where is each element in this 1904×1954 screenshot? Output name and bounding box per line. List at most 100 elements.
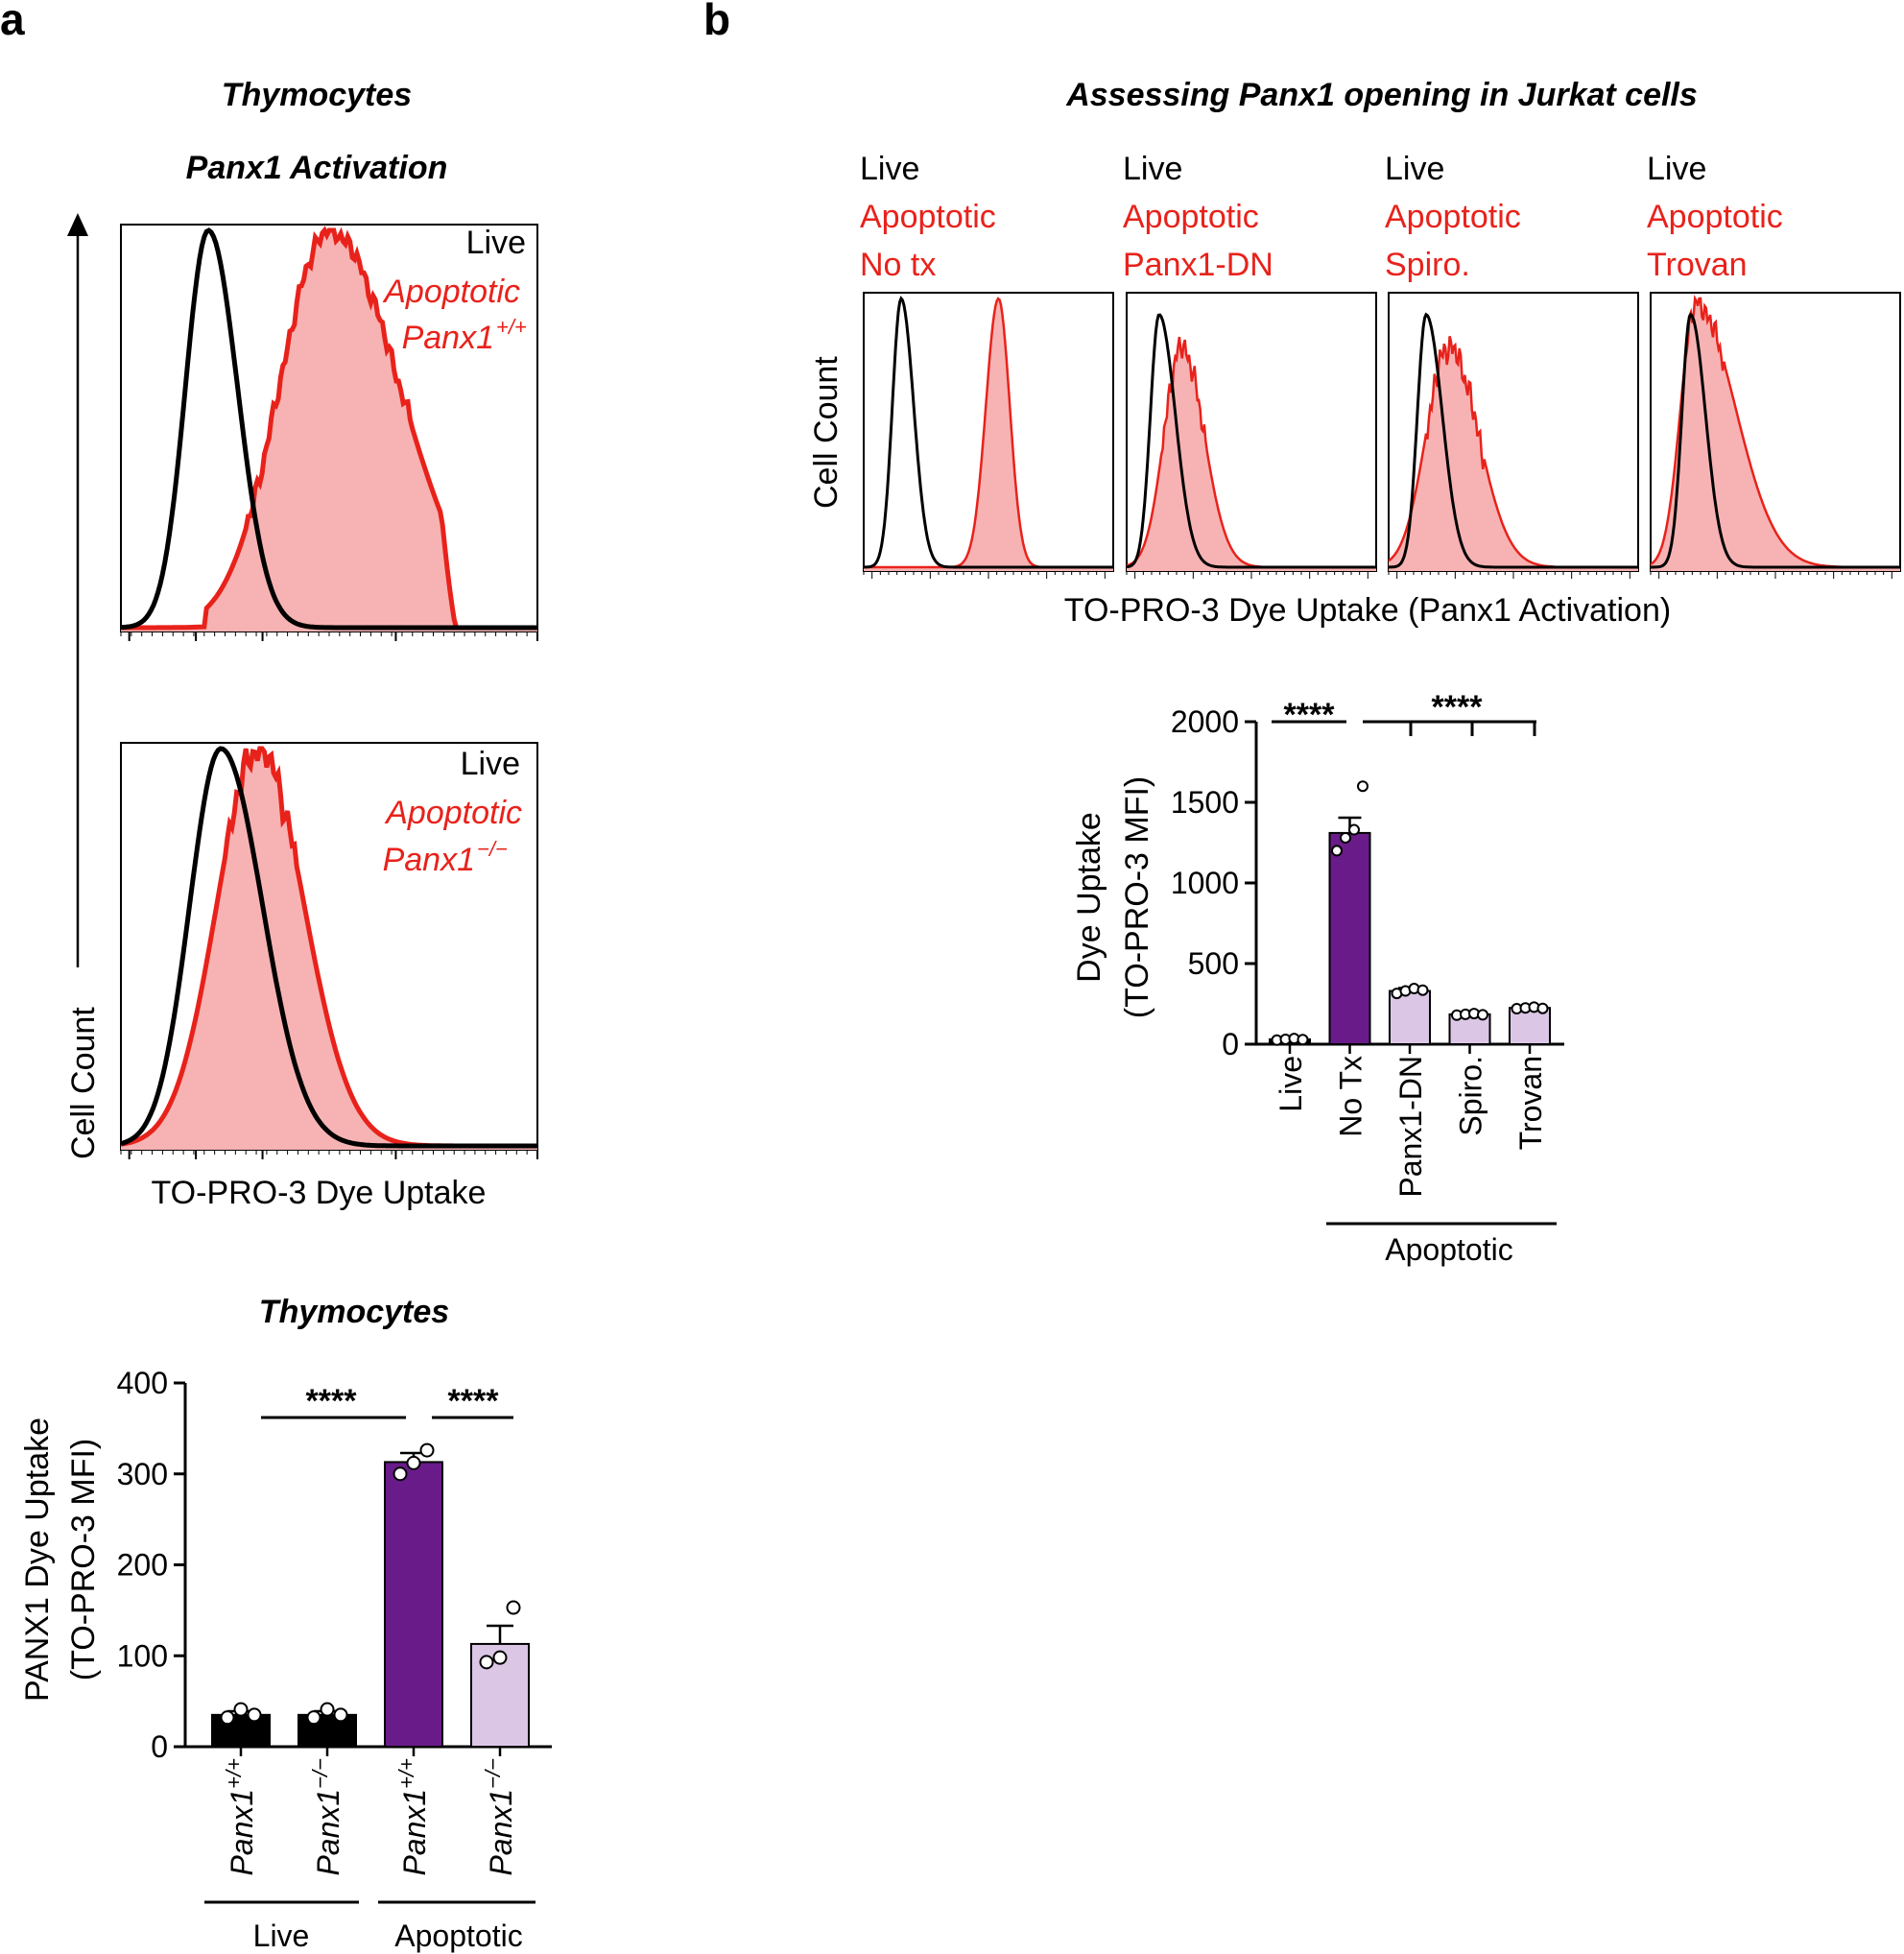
- jurkat-y-axis-label-1: Dye Uptake: [1071, 812, 1107, 983]
- data-point: [492, 1650, 508, 1665]
- data-point: [1357, 780, 1368, 793]
- y-tick-label: 500: [1188, 946, 1239, 981]
- group-label-apoptotic: Apoptotic: [1385, 1232, 1512, 1267]
- hist1-genotype-sup: +/+: [496, 315, 527, 339]
- significance-label-2: ****: [448, 1383, 500, 1419]
- y-tick-label: 300: [117, 1457, 168, 1491]
- panel-a-title: Thymocytes: [222, 77, 412, 113]
- data-point: [506, 1600, 521, 1615]
- hist2-genotype-sup: −/−: [477, 837, 508, 861]
- data-point: [320, 1702, 335, 1717]
- data-point: [1348, 823, 1360, 836]
- panel-a-histogram-1: Live Apoptotic Panx1 +/+: [120, 224, 538, 632]
- data-point: [406, 1455, 421, 1470]
- x-category-label-1: Panx1−/−: [308, 1758, 345, 1876]
- x-category-label-1: No Tx: [1334, 1056, 1368, 1137]
- hist1-x-ticks: [120, 631, 538, 641]
- x-category-label-2: Panx1-DN: [1393, 1056, 1428, 1198]
- group-label-apoptotic: Apoptotic: [394, 1918, 522, 1953]
- panel-a-y-axis-label: Cell Count: [65, 1007, 102, 1159]
- panel-b-title: Assessing Panx1 opening in Jurkat cells: [1065, 77, 1698, 113]
- bar-1: [1328, 831, 1371, 1045]
- y-tick-label: 200: [117, 1548, 168, 1583]
- group-label-live: Live: [253, 1918, 310, 1953]
- significance-label-1: ****: [1284, 697, 1336, 733]
- data-point: [419, 1442, 435, 1458]
- significance-label-1: ****: [306, 1383, 358, 1419]
- x-category-label-3: Panx1−/−: [481, 1758, 518, 1876]
- live-distribution-line: [1651, 312, 1900, 569]
- data-point: [1331, 845, 1343, 857]
- panel-letter-b: b: [703, 0, 730, 44]
- histogram-live-label: Live: [1385, 151, 1444, 187]
- hist1-apoptotic-label: Apoptotic: [382, 274, 520, 310]
- y-tick-label: 100: [117, 1638, 168, 1673]
- jurkat-bar-chart: 0 500 1000 1500 2000 Live No Tx Panx1-DN Spiro. T…: [1171, 689, 1564, 1267]
- data-point: [393, 1466, 408, 1482]
- thymocyte-chart-title: Thymocytes: [259, 1294, 449, 1330]
- histogram-apoptotic-label: Apoptotic: [1647, 199, 1783, 235]
- data-point: [220, 1710, 235, 1726]
- apoptotic-distribution-fill: [121, 230, 537, 631]
- hist2-apoptotic-label: Apoptotic: [384, 795, 522, 831]
- y-tick-label: 0: [151, 1729, 168, 1764]
- y-tick-label: 1500: [1171, 785, 1239, 820]
- apoptotic-distribution-fill: [1389, 336, 1638, 571]
- jurkat-histogram-3: Live Apoptotic Spiro.: [1385, 151, 1639, 579]
- panel-a-subtitle: Panx1 Activation: [186, 150, 448, 186]
- apoptotic-distribution-fill: [864, 298, 1113, 571]
- data-point: [1340, 831, 1351, 844]
- histogram-condition-label: Spiro.: [1385, 247, 1470, 283]
- data-point: [306, 1710, 321, 1726]
- apoptotic-distribution-fill: [1127, 337, 1376, 571]
- hist1-live-label: Live: [466, 225, 526, 261]
- live-distribution-line: [863, 296, 1113, 569]
- histogram-condition-label: Trovan: [1647, 247, 1748, 283]
- data-point: [247, 1707, 262, 1723]
- y-tick-label: 1000: [1171, 866, 1239, 900]
- hist2-x-ticks: [120, 1150, 538, 1159]
- panel-a-y-arrow: [67, 213, 88, 967]
- live-distribution-line: [120, 227, 537, 631]
- data-point: [1536, 1002, 1549, 1014]
- histogram-apoptotic-label: Apoptotic: [860, 199, 996, 235]
- data-point: [333, 1707, 348, 1723]
- histogram-live-label: Live: [860, 151, 919, 187]
- x-category-label-2: Panx1+/+: [394, 1758, 432, 1876]
- panel-a-x-axis-label: TO-PRO-3 Dye Uptake: [152, 1175, 487, 1211]
- thymocyte-y-axis-label-1: PANX1 Dye Uptake: [19, 1418, 56, 1702]
- y-tick-label: 0: [1222, 1027, 1239, 1061]
- panel-b-x-axis-label: TO-PRO-3 Dye Uptake (Panx1 Activation): [1064, 592, 1671, 629]
- data-point: [1477, 1009, 1488, 1021]
- thymocyte-bar-chart: 0 100 200 300 400 Panx1+/+ Panx1−/− Panx1+/+ Pan…: [117, 1366, 552, 1953]
- panel-a-histogram-2: Live Apoptotic Panx1 −/−: [120, 742, 538, 1151]
- apoptotic-distribution-fill: [1651, 298, 1900, 571]
- jurkat-y-axis-label-2: (TO-PRO-3 MFI): [1119, 776, 1155, 1018]
- histogram-condition-label: Panx1-DN: [1123, 247, 1273, 283]
- jurkat-histogram-4: Live Apoptotic Trovan: [1647, 151, 1901, 579]
- significance-label-2: ****: [1432, 689, 1484, 726]
- jurkat-histogram-2: Live Apoptotic Panx1-DN: [1123, 151, 1377, 579]
- live-distribution-line: [1126, 313, 1376, 569]
- bar-2: [384, 1461, 443, 1748]
- y-tick-label: 2000: [1171, 704, 1239, 739]
- data-point: [233, 1702, 249, 1717]
- live-distribution-line: [1388, 312, 1638, 569]
- hist1-genotype-label: Panx1: [402, 320, 494, 356]
- histogram-apoptotic-label: Apoptotic: [1123, 199, 1259, 235]
- data-point: [1416, 984, 1429, 996]
- x-category-label-0: Live: [1273, 1056, 1308, 1112]
- x-category-label-0: Panx1+/+: [222, 1758, 259, 1876]
- histogram-apoptotic-label: Apoptotic: [1385, 199, 1521, 235]
- x-category-label-3: Spiro.: [1454, 1056, 1488, 1136]
- y-tick-label: 400: [117, 1366, 168, 1400]
- histogram-live-label: Live: [1123, 151, 1182, 187]
- x-category-label-4: Trovan: [1513, 1056, 1548, 1150]
- apoptotic-distribution-fill: [121, 749, 537, 1150]
- histogram-live-label: Live: [1647, 151, 1706, 187]
- panel-b-y-axis-label: Cell Count: [808, 356, 845, 509]
- data-point: [1297, 1034, 1309, 1046]
- data-point: [479, 1655, 494, 1670]
